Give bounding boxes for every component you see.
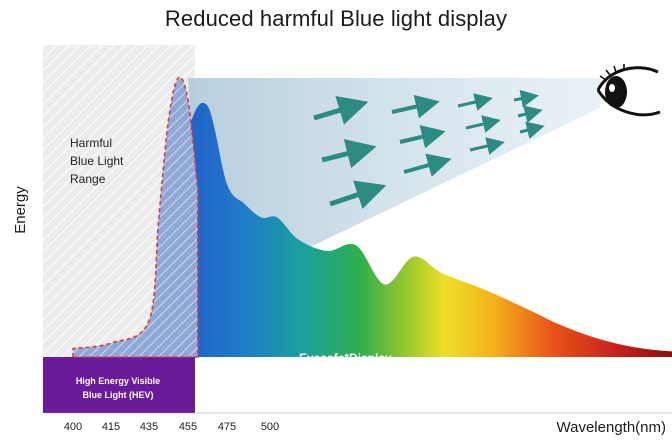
beam-arrow bbox=[313, 95, 369, 125]
beam-arrow bbox=[391, 94, 440, 119]
arrows-group bbox=[313, 89, 545, 209]
eye-icon bbox=[596, 64, 661, 117]
beam-arrow bbox=[513, 89, 539, 108]
x-tick-label: 500 bbox=[260, 421, 280, 433]
beam-arrow bbox=[329, 180, 387, 209]
beam-arrow bbox=[519, 121, 545, 139]
hev-band bbox=[43, 357, 195, 413]
beam-arrow bbox=[399, 125, 446, 149]
beam-arrow bbox=[457, 93, 493, 111]
chart-title: Reduced harmful Blue light display bbox=[164, 6, 508, 31]
x-tick-label: 455 bbox=[178, 421, 198, 433]
beam-arrow bbox=[517, 105, 543, 123]
harmful-label-line3: Range bbox=[70, 172, 106, 186]
beam-arrow bbox=[321, 139, 377, 169]
harmful-label-line1: Harmful bbox=[70, 136, 113, 150]
eyesafe-display-label: Eyesafe*Display bbox=[299, 351, 392, 365]
beam-arrow bbox=[403, 153, 452, 177]
x-axis-label: Wavelength(nm) bbox=[556, 419, 666, 436]
x-tick-label: 475 bbox=[217, 421, 237, 433]
x-tick-label: 400 bbox=[63, 421, 83, 433]
hev-label-line1: High Energy Visible bbox=[75, 376, 161, 386]
harmful-label-line2: Blue Light bbox=[70, 154, 124, 168]
x-tick-label: 415 bbox=[101, 421, 121, 433]
beam-arrow bbox=[465, 115, 501, 133]
hev-label-line2: Blue Light (HEV) bbox=[82, 390, 154, 400]
x-tick-label: 435 bbox=[139, 421, 159, 433]
series-eyesafe-display-area bbox=[73, 102, 672, 357]
beam-arrow bbox=[469, 137, 505, 155]
series-harmful-peak-area bbox=[72, 76, 199, 358]
